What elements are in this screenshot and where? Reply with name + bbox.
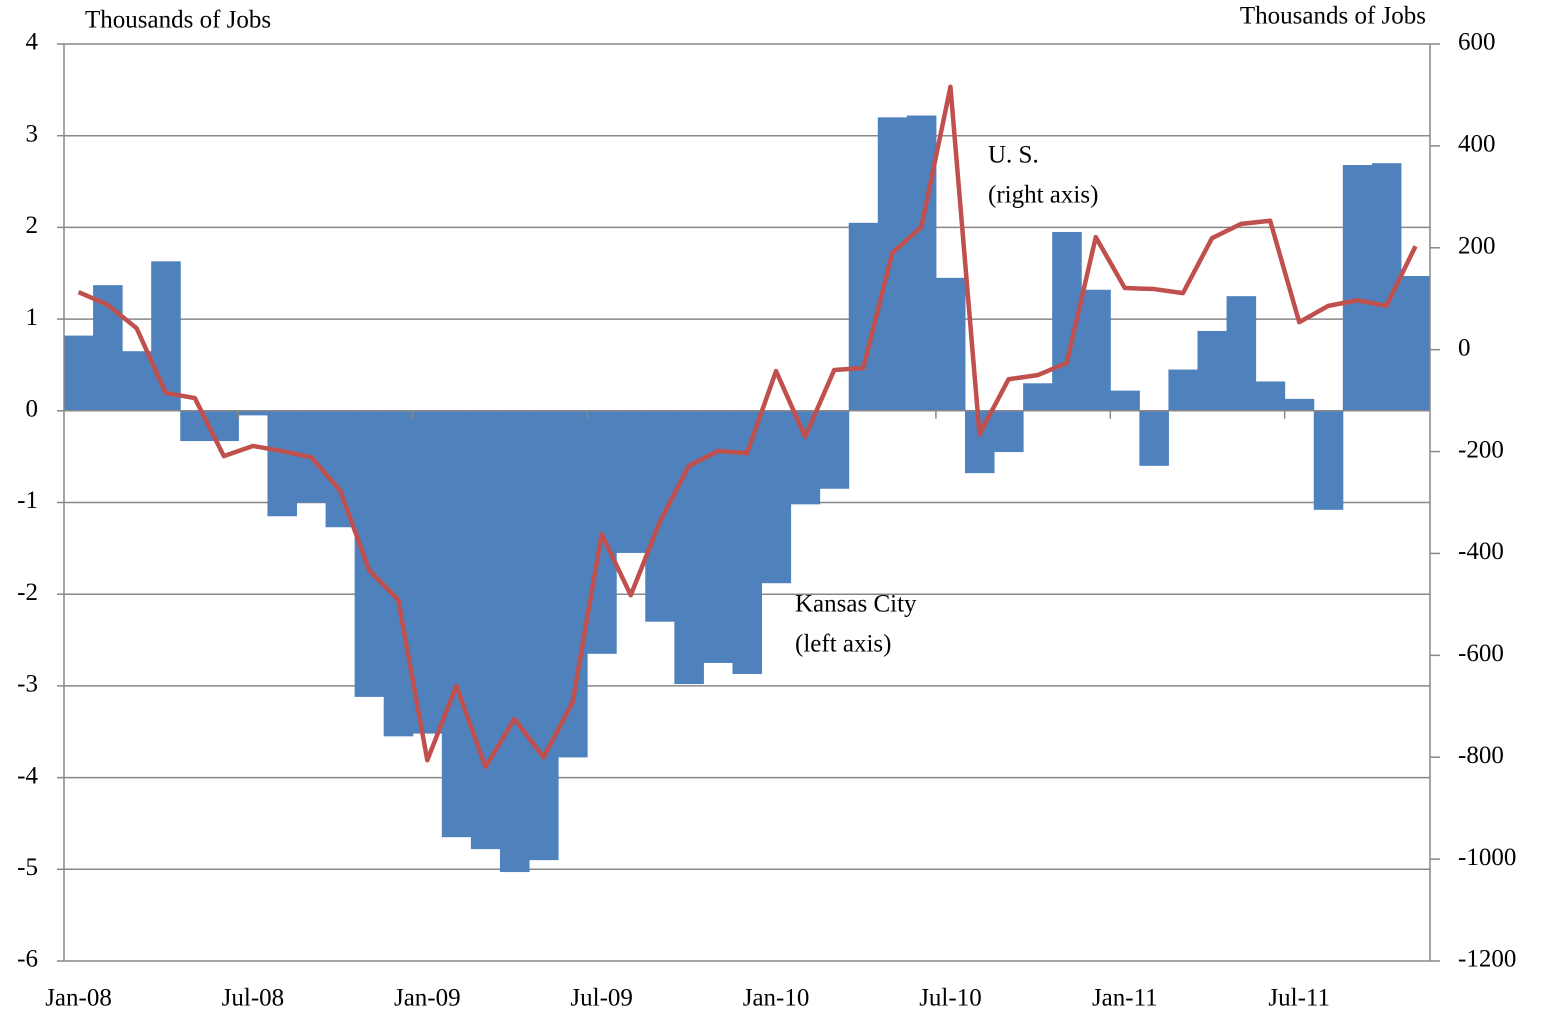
x-tick-label: Jan-10	[743, 985, 810, 1012]
y2-tick-label: -1200	[1458, 946, 1516, 973]
annotation: (right axis)	[988, 182, 1098, 209]
x-tick-label: Jul-10	[919, 985, 982, 1012]
bar	[848, 222, 879, 411]
y-tick-label: -5	[17, 854, 38, 881]
annotation: (left axis)	[795, 631, 891, 658]
y-tick-label: 2	[26, 212, 39, 239]
x-tick-label: Jan-11	[1092, 985, 1158, 1012]
x-tick-label: Jul-08	[222, 985, 285, 1012]
y-tick-label: 1	[26, 304, 39, 331]
y-tick-label: 3	[26, 120, 39, 147]
y-tick-label: -6	[17, 946, 38, 973]
bar	[122, 351, 152, 411]
annotation: Kansas City	[795, 591, 917, 618]
bar	[1023, 383, 1053, 411]
bar	[325, 410, 356, 528]
y-axis-label: Thousands of Jobs	[85, 7, 271, 34]
line	[77, 84, 1418, 770]
y2-tick-label: 400	[1458, 131, 1496, 158]
bar	[877, 117, 908, 411]
bar	[267, 410, 298, 517]
x-tick-label: Jul-11	[1268, 985, 1330, 1012]
y2-tick-label: -600	[1458, 640, 1504, 667]
bar	[1342, 165, 1373, 411]
bar	[1284, 398, 1315, 411]
bar	[1226, 296, 1257, 411]
bar	[499, 410, 530, 873]
y2-axis-label: Thousands of Jobs	[1240, 3, 1426, 30]
bar	[616, 410, 646, 553]
y2-tick-label: 200	[1458, 233, 1496, 260]
y2-tick-label: -400	[1458, 538, 1504, 565]
annotation: U. S.	[988, 142, 1039, 169]
bar	[645, 410, 675, 622]
bar	[470, 410, 501, 850]
x-tick-label: Jul-09	[570, 985, 633, 1012]
y2-tick-label: -200	[1458, 436, 1504, 463]
grid	[64, 43, 1430, 962]
y2-tick-label: -800	[1458, 742, 1504, 769]
bar	[1255, 381, 1286, 411]
bar	[1168, 369, 1198, 411]
bar	[238, 410, 268, 416]
bar	[761, 410, 792, 584]
bar	[1313, 410, 1344, 510]
bar	[1110, 390, 1140, 411]
bar	[674, 410, 704, 685]
y-tick-label: -3	[17, 671, 38, 698]
bar	[935, 277, 966, 411]
bar	[441, 410, 472, 838]
bar	[790, 410, 821, 505]
y-tick-label: -1	[17, 487, 38, 514]
y2-tick-label: 600	[1458, 29, 1496, 56]
bar	[354, 410, 385, 697]
y-tick-label: -2	[17, 579, 38, 606]
bar	[64, 335, 94, 411]
x-tick-label: Jan-08	[45, 985, 112, 1012]
bar	[1400, 276, 1431, 411]
bar	[819, 410, 850, 489]
bar	[994, 410, 1024, 453]
bar	[1081, 289, 1111, 411]
bar	[529, 410, 559, 861]
bar	[383, 410, 414, 737]
bar	[151, 261, 181, 411]
bar	[1197, 331, 1228, 411]
bar	[1139, 410, 1169, 466]
x-tick-label: Jan-09	[394, 985, 461, 1012]
y2-tick-label: -1000	[1458, 844, 1516, 871]
y-tick-label: -4	[17, 762, 38, 789]
y-tick-label: 0	[26, 396, 39, 423]
bar	[703, 410, 733, 663]
bar	[906, 115, 937, 411]
y-tick-label: 4	[26, 29, 39, 56]
bar	[412, 410, 443, 734]
y2-tick-label: 0	[1458, 334, 1471, 361]
